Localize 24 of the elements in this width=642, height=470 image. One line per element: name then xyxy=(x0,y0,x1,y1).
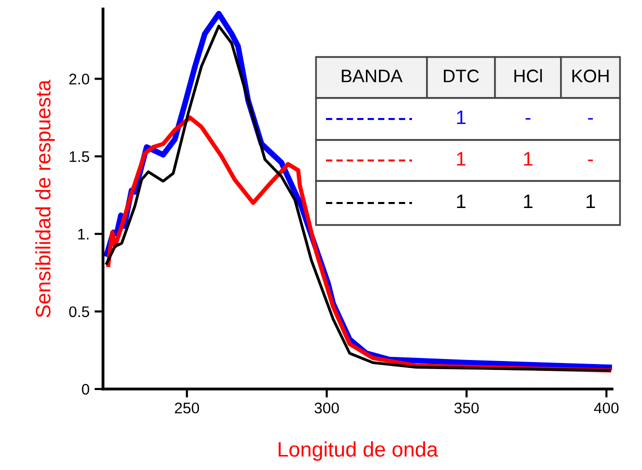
annotation: HCl xyxy=(514,69,542,82)
y-axis-title: Sensibilidad de respuesta xyxy=(35,80,55,318)
annotation: BANDA xyxy=(342,70,403,82)
y-tick-label: 2.0 xyxy=(69,74,90,84)
x-tick-label: 400 xyxy=(594,402,619,414)
annotation: 1 xyxy=(457,194,466,208)
annotation: 1 xyxy=(524,194,532,208)
annotation: - xyxy=(588,118,593,120)
annotation: 1 xyxy=(586,194,595,208)
y-tick-label: 1. xyxy=(78,228,88,240)
y-tick-label: 1.5 xyxy=(70,151,90,162)
x-tick-label: 300 xyxy=(314,402,339,414)
y-tick-label: 0.5 xyxy=(69,306,90,318)
annotation: - xyxy=(526,118,530,120)
annotation: 1 xyxy=(457,110,466,124)
annotation: 1 xyxy=(457,152,466,166)
annotation: DTC xyxy=(444,70,479,82)
x-tick-label: 250 xyxy=(174,402,200,414)
annotation: KOH xyxy=(572,70,609,82)
annotation: 1 xyxy=(524,152,532,166)
annotation: - xyxy=(588,160,593,162)
x-tick-label: 350 xyxy=(454,402,479,414)
y-tick-label: 0 xyxy=(82,384,90,395)
x-axis-title: Longitud de onda xyxy=(278,441,438,461)
